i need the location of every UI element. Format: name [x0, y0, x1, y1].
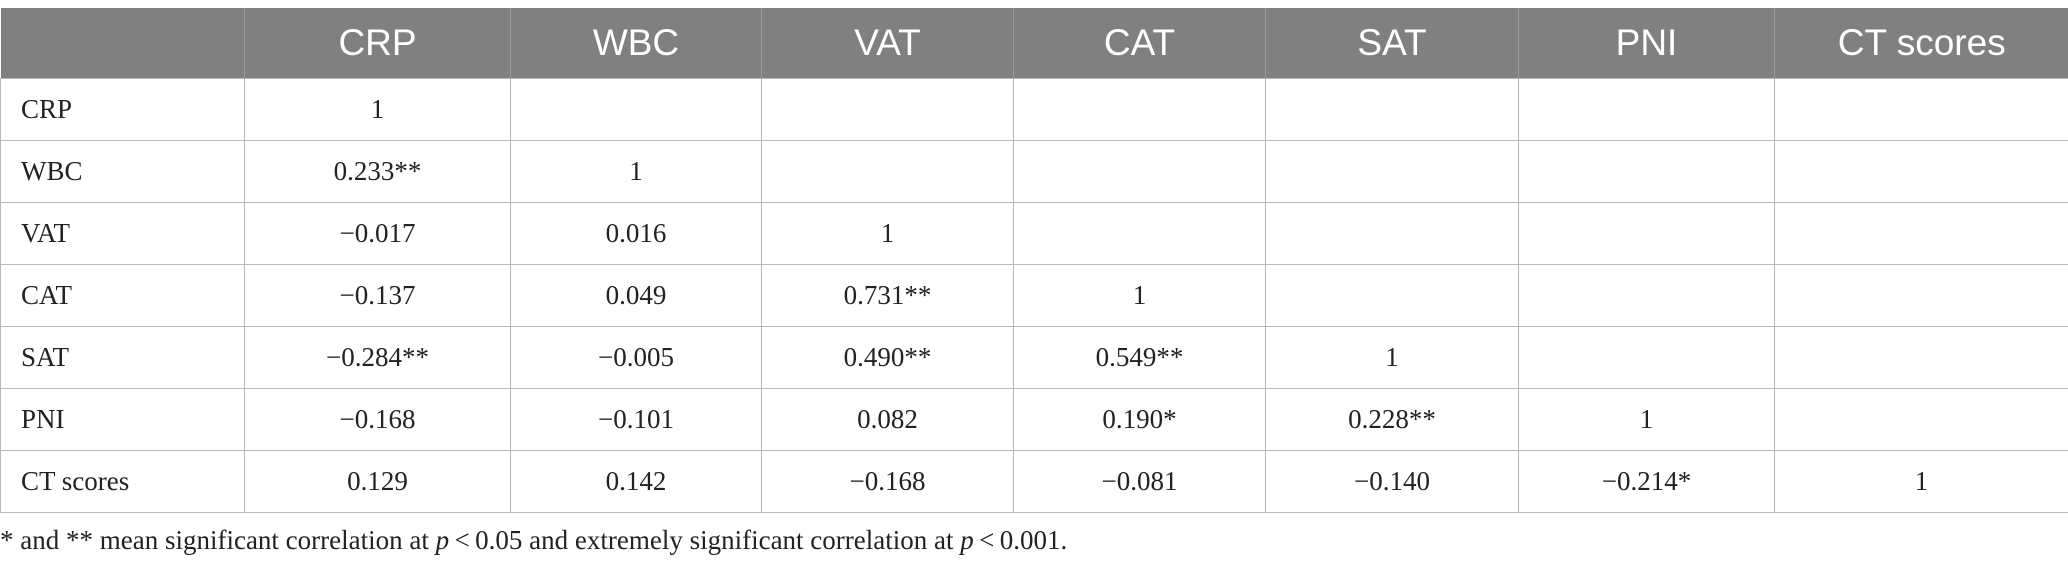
correlation-table-wrapper: CRP WBC VAT CAT SAT PNI CT scores CRP 1	[0, 8, 2068, 513]
table-cell	[1013, 78, 1266, 141]
table-cell: 0.490**	[761, 326, 1014, 389]
row-label: CAT	[0, 264, 245, 327]
table-cell	[510, 78, 762, 141]
table-cell: 0.082	[761, 388, 1014, 451]
column-header-vat: VAT	[761, 8, 1014, 79]
table-cell: 0.549**	[1013, 326, 1266, 389]
table-cell	[1265, 78, 1519, 141]
table-cell	[1774, 202, 2068, 265]
table-cell	[1265, 140, 1519, 203]
table-cell: −0.214*	[1518, 450, 1775, 513]
table-cell	[1518, 78, 1775, 141]
row-label: PNI	[0, 388, 245, 451]
table-cell: 1	[761, 202, 1014, 265]
table-row: PNI −0.168 −0.101 0.082 0.190* 0.228** 1	[0, 388, 2068, 451]
table-cell: 0.016	[510, 202, 762, 265]
table-footnote: * and ** mean significant correlation at…	[0, 525, 1067, 556]
table-cell: 1	[1013, 264, 1266, 327]
table-cell	[1774, 264, 2068, 327]
row-label: VAT	[0, 202, 245, 265]
table-cell	[761, 140, 1014, 203]
footnote-p-symbol: p	[435, 525, 450, 555]
table-cell: −0.168	[244, 388, 511, 451]
table-cell	[1518, 202, 1775, 265]
table-cell: −0.005	[510, 326, 762, 389]
table-cell	[1518, 140, 1775, 203]
table-cell	[1774, 140, 2068, 203]
table-row: CT scores 0.129 0.142 −0.168 −0.081 −0.1…	[0, 450, 2068, 513]
table-row: CAT −0.137 0.049 0.731** 1	[0, 264, 2068, 327]
table-cell	[1518, 326, 1775, 389]
table-cell: 1	[244, 78, 511, 141]
table-cell: 0.233**	[244, 140, 511, 203]
table-cell	[1774, 388, 2068, 451]
table-cell: −0.140	[1265, 450, 1519, 513]
table-cell: −0.284**	[244, 326, 511, 389]
table-cell	[761, 78, 1014, 141]
column-header-corner	[0, 8, 245, 79]
table-cell	[1774, 78, 2068, 141]
table-cell: 0.190*	[1013, 388, 1266, 451]
table-cell	[1013, 202, 1266, 265]
table-cell: 0.142	[510, 450, 762, 513]
column-header-pni: PNI	[1518, 8, 1775, 79]
footnote-text: * and ** mean significant correlation at	[0, 525, 436, 555]
table-cell: 1	[1774, 450, 2068, 513]
table-cell: 1	[1265, 326, 1519, 389]
table-cell: −0.081	[1013, 450, 1266, 513]
table-row: VAT −0.017 0.016 1	[0, 202, 2068, 265]
footnote-text: < 0.001.	[973, 525, 1068, 555]
footnote-text: < 0.05 and extremely significant correla…	[449, 525, 961, 555]
row-label: WBC	[0, 140, 245, 203]
table-cell	[1518, 264, 1775, 327]
table-cell	[1265, 202, 1519, 265]
table-cell: 0.228**	[1265, 388, 1519, 451]
table-cell: 0.731**	[761, 264, 1014, 327]
table-cell: −0.168	[761, 450, 1014, 513]
table-cell: 0.049	[510, 264, 762, 327]
table-cell	[1265, 264, 1519, 327]
header-row: CRP WBC VAT CAT SAT PNI CT scores	[0, 8, 2068, 79]
table-cell	[1013, 140, 1266, 203]
table-cell: −0.101	[510, 388, 762, 451]
column-header-ct-scores: CT scores	[1774, 8, 2068, 79]
column-header-sat: SAT	[1265, 8, 1519, 79]
table-row: WBC 0.233** 1	[0, 140, 2068, 203]
table-cell: 0.129	[244, 450, 511, 513]
correlation-table: CRP WBC VAT CAT SAT PNI CT scores CRP 1	[0, 8, 2068, 513]
table-cell: −0.137	[244, 264, 511, 327]
row-label: SAT	[0, 326, 245, 389]
footnote-p-symbol: p	[960, 525, 974, 555]
column-header-crp: CRP	[244, 8, 511, 79]
row-label: CRP	[0, 78, 245, 141]
column-header-cat: CAT	[1013, 8, 1266, 79]
column-header-wbc: WBC	[510, 8, 762, 79]
table-row: CRP 1	[0, 78, 2068, 141]
table-cell: 1	[1518, 388, 1775, 451]
table-cell	[1774, 326, 2068, 389]
table-cell: 1	[510, 140, 762, 203]
table-row: SAT −0.284** −0.005 0.490** 0.549** 1	[0, 326, 2068, 389]
row-label: CT scores	[0, 450, 245, 513]
table-cell: −0.017	[244, 202, 511, 265]
